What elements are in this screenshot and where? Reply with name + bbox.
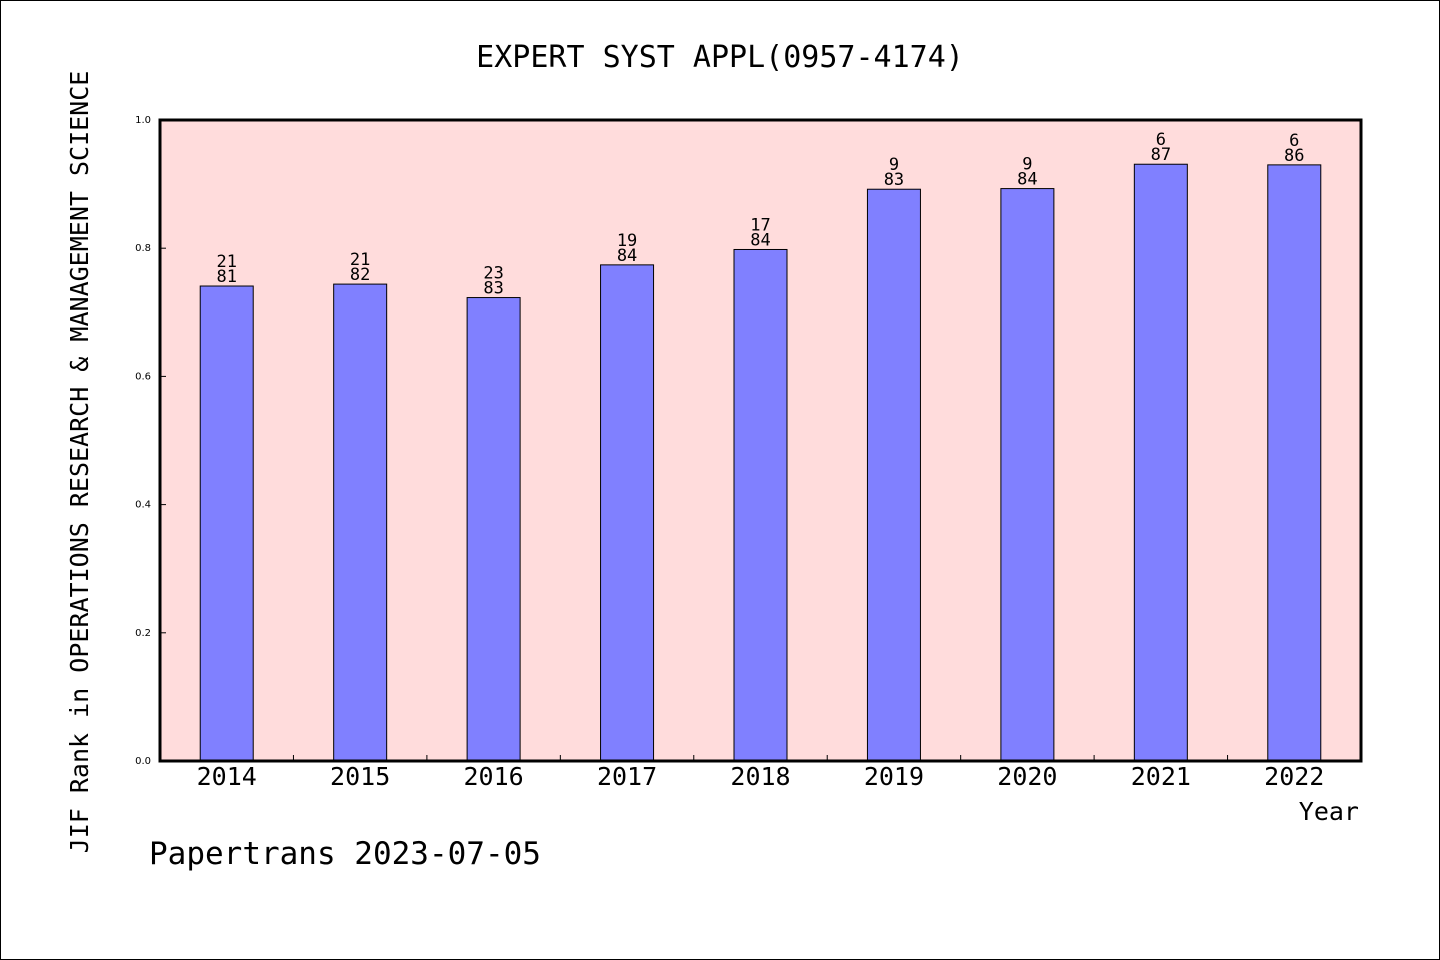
bar-2020 xyxy=(1000,188,1055,762)
watermark: Papertrans 2023-07-05 xyxy=(149,836,541,872)
x-axis-label: Year xyxy=(1299,797,1359,826)
x-tick-label: 2021 xyxy=(1131,762,1191,791)
bar-2018 xyxy=(733,248,788,762)
y-tick-label: 0.6 xyxy=(135,371,151,382)
bar-rank-label: 9 xyxy=(1022,155,1032,175)
y-tick-label: 0.0 xyxy=(135,756,151,767)
bar-total-label: 86 xyxy=(1284,146,1304,166)
bar-total-label: 84 xyxy=(750,230,770,250)
bar-total-label: 81 xyxy=(216,267,236,287)
x-tick-label: 2017 xyxy=(597,762,657,791)
bar-rank-label: 9 xyxy=(889,155,899,175)
y-axis-label: JIF Rank in OPERATIONS RESEARCH & MANAGE… xyxy=(65,71,94,854)
chart-title: EXPERT SYST APPL(0957-4174) xyxy=(476,40,964,75)
y-tick-label: 0.2 xyxy=(135,628,151,639)
bar-total-label: 83 xyxy=(483,279,503,299)
bar-2022 xyxy=(1267,164,1322,762)
bar-rank-label: 21 xyxy=(216,252,236,272)
bar-rank-label: 6 xyxy=(1156,130,1166,150)
bar-total-label: 87 xyxy=(1151,145,1171,165)
bar-2019 xyxy=(866,188,921,762)
x-tick-label: 2015 xyxy=(330,762,390,791)
bar-2015 xyxy=(333,283,388,762)
bar-total-label: 84 xyxy=(1017,170,1037,190)
bar-rank-label: 19 xyxy=(617,231,637,251)
bar-2016 xyxy=(466,297,521,762)
x-tick-label: 2020 xyxy=(997,762,1057,791)
bar-total-label: 84 xyxy=(617,246,637,266)
x-tick-label: 2019 xyxy=(864,762,924,791)
x-tick-label: 2018 xyxy=(730,762,790,791)
bar-total-label: 83 xyxy=(884,170,904,190)
bar-rank-label: 21 xyxy=(350,250,370,270)
x-axis: 2014 2015 2016 2017 2018 2019 2020 2021 2022 xyxy=(197,755,1324,791)
plot-border xyxy=(158,118,1363,763)
bar-2017 xyxy=(600,264,655,762)
x-tick-label: 2022 xyxy=(1264,762,1324,791)
bar-total-label: 82 xyxy=(350,265,370,285)
bars xyxy=(199,163,1322,762)
bar-rank-label: 17 xyxy=(750,215,770,235)
bar-2021 xyxy=(1133,163,1188,762)
y-tick-label: 0.4 xyxy=(135,500,151,511)
bar-rank-label: 6 xyxy=(1289,131,1299,151)
x-tick-label: 2016 xyxy=(464,762,524,791)
x-tick-label: 2014 xyxy=(197,762,257,791)
bar-rank-label: 23 xyxy=(483,264,503,284)
y-tick-label: 0.8 xyxy=(135,243,151,254)
bar-2014 xyxy=(199,285,254,762)
y-tick-label: 1.0 xyxy=(135,115,151,126)
